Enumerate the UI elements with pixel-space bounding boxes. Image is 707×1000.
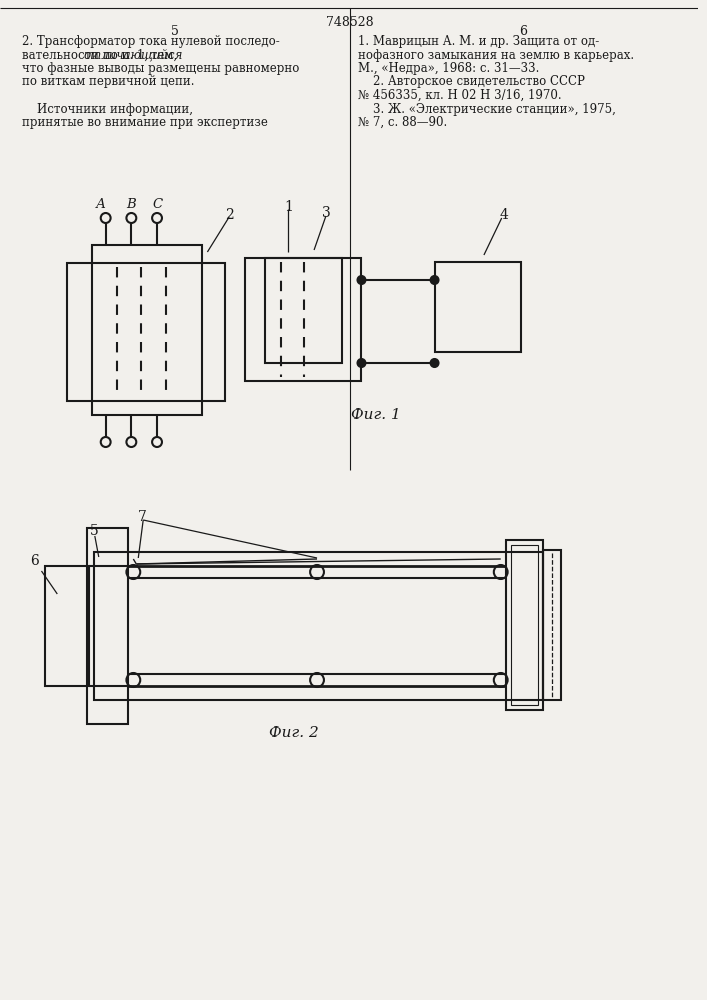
Text: № 7, с. 88—90.: № 7, с. 88—90. [358, 116, 447, 129]
Text: Фиг. 2: Фиг. 2 [269, 726, 318, 740]
Text: 6: 6 [30, 554, 38, 568]
Text: 7: 7 [139, 510, 147, 524]
Bar [510, 545, 538, 705]
Circle shape [358, 359, 366, 367]
Text: принятые во внимание при экспертизе: принятые во внимание при экспертизе [22, 116, 268, 129]
Text: по виткам первичной цепи.: по виткам первичной цепи. [22, 76, 194, 89]
Circle shape [431, 276, 438, 284]
Bar [92, 245, 202, 415]
Text: А: А [96, 198, 106, 211]
Bar [94, 552, 543, 700]
Text: 3. Ж. «Электрические станции», 1975,: 3. Ж. «Электрические станции», 1975, [358, 103, 615, 115]
Text: что фазные выводы размещены равномерно: что фазные выводы размещены равномерно [22, 62, 299, 75]
Text: 2. Авторское свидетельство СССР: 2. Авторское свидетельство СССР [358, 76, 585, 89]
Text: отличающийся: отличающийся [83, 48, 182, 62]
Text: 748528: 748528 [326, 16, 373, 29]
Bar [506, 540, 543, 710]
Bar [45, 566, 89, 686]
Bar [67, 263, 225, 401]
Text: М., «Недра», 1968: с. 31—33.: М., «Недра», 1968: с. 31—33. [358, 62, 539, 75]
Bar [245, 258, 361, 381]
Text: В: В [127, 198, 136, 211]
Text: 2: 2 [225, 208, 234, 222]
Circle shape [431, 359, 438, 367]
Text: тем,: тем, [148, 48, 177, 62]
Text: 2. Трансформатор тока нулевой последо-: 2. Трансформатор тока нулевой последо- [22, 35, 279, 48]
Bar [264, 258, 341, 363]
Circle shape [358, 276, 366, 284]
Text: С: С [152, 198, 162, 211]
Text: нофазного замыкания на землю в карьерах.: нофазного замыкания на землю в карьерах. [358, 48, 633, 62]
Text: № 456335, кл. Н 02 Н 3/16, 1970.: № 456335, кл. Н 02 Н 3/16, 1970. [358, 89, 561, 102]
Bar [543, 550, 561, 700]
Bar [435, 262, 522, 352]
Text: 6: 6 [520, 25, 527, 38]
Text: 1. Маврицын А. М. и др. Защита от од-: 1. Маврицын А. М. и др. Защита от од- [358, 35, 599, 48]
Text: 5: 5 [90, 524, 98, 538]
Text: Фиг. 1: Фиг. 1 [351, 408, 400, 422]
Text: 5: 5 [171, 25, 179, 38]
Text: 1: 1 [284, 200, 293, 214]
Text: вательности по п. 1,: вательности по п. 1, [22, 48, 151, 62]
Bar [87, 528, 129, 724]
Text: Источники информации,: Источники информации, [22, 103, 193, 115]
Text: 4: 4 [500, 208, 508, 222]
Text: 3: 3 [322, 206, 331, 220]
